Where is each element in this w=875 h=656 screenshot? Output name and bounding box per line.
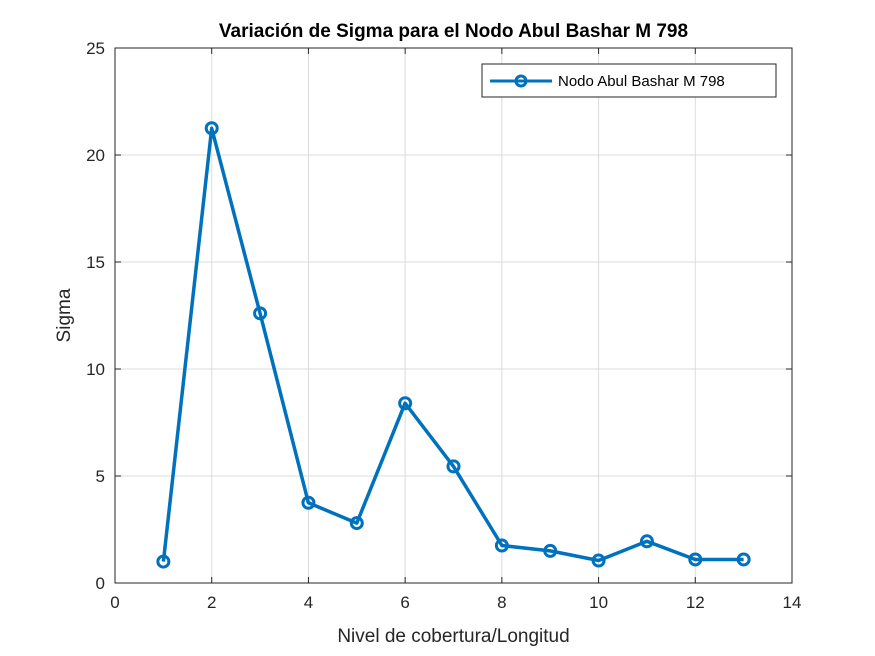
plot-area: [114, 47, 793, 584]
data-point: [253, 306, 268, 321]
data-point: [591, 553, 606, 568]
x-tick-label: 10: [589, 593, 608, 612]
data-point: [494, 538, 509, 553]
y-tick-label: 15: [86, 253, 105, 272]
x-tick-label: 14: [783, 593, 802, 612]
x-tick-label: 2: [207, 593, 216, 612]
data-point: [204, 121, 219, 136]
y-tick-label: 20: [86, 146, 105, 165]
data-point: [543, 543, 558, 558]
y-tick-label: 5: [96, 467, 105, 486]
data-point: [301, 495, 316, 510]
data-point: [446, 459, 461, 474]
legend-label: Nodo Abul Bashar M 798: [558, 73, 725, 90]
x-tick-label: 4: [304, 593, 313, 612]
data-point: [688, 552, 703, 567]
data-point: [398, 396, 413, 411]
y-tick-label: 10: [86, 360, 105, 379]
legend-marker: [514, 74, 528, 88]
data-point: [639, 534, 654, 549]
chart-title: Variación de Sigma para el Nodo Abul Bas…: [219, 21, 688, 42]
data-point: [349, 516, 364, 531]
x-axis-label: Nivel de cobertura/Longitud: [337, 626, 569, 647]
legend: Nodo Abul Bashar M 798: [481, 63, 777, 98]
series-line: [161, 126, 744, 563]
x-tick-label: 8: [497, 593, 506, 612]
y-tick-label: 0: [96, 574, 105, 593]
series-layer: [156, 121, 751, 569]
x-tick-label: 0: [110, 593, 119, 612]
y-axis-label: Sigma: [54, 288, 75, 342]
y-tick-label: 25: [86, 39, 105, 58]
x-tick-label: 12: [686, 593, 705, 612]
data-point: [156, 554, 171, 569]
axis-ticks: 0 2 4 6 8 10 12 14 0 5 10 15 20 25: [86, 39, 801, 612]
x-tick-label: 6: [400, 593, 409, 612]
data-point: [736, 552, 751, 567]
